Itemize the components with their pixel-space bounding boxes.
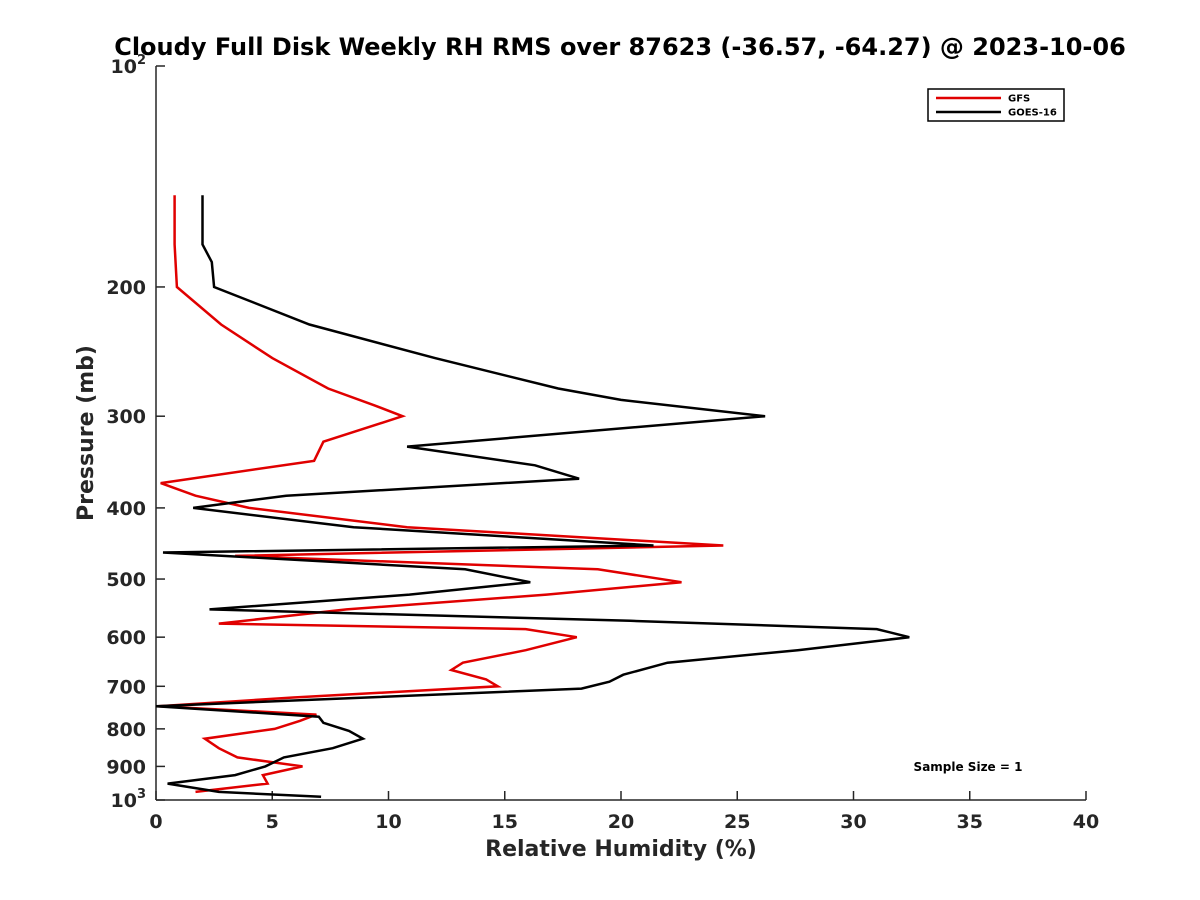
legend: GFS GOES-16	[927, 88, 1065, 122]
sample-size-annotation: Sample Size = 1	[914, 760, 1023, 774]
y-tick-label: 300	[106, 406, 146, 428]
y-axis-label: Pressure (mb)	[74, 345, 99, 521]
y-tick-label: 900	[106, 756, 146, 778]
x-tick-label: 20	[608, 811, 634, 833]
x-tick-label: 0	[149, 811, 162, 833]
y-tick-label: 400	[106, 498, 146, 520]
x-tick-label: 10	[375, 811, 401, 833]
legend-label-goes16: GOES-16	[1008, 108, 1057, 119]
x-tick-label: 15	[492, 811, 518, 833]
y-ticks: 102 200 300 400 500 600 700 800 900 103	[106, 53, 165, 812]
x-tick-label: 30	[840, 811, 866, 833]
legend-label-gfs: GFS	[1008, 94, 1030, 105]
y-tick-label: 500	[106, 569, 146, 591]
y-tick-label: 103	[111, 787, 147, 812]
x-tick-label: 40	[1073, 811, 1099, 833]
y-tick-label: 102	[111, 53, 147, 78]
y-tick-label: 800	[106, 719, 146, 741]
series-line-gfs	[158, 195, 724, 794]
x-ticks: 0 5 10 15 20 25 30 35 40	[149, 791, 1099, 833]
chart-title: Cloudy Full Disk Weekly RH RMS over 8762…	[114, 33, 1126, 61]
y-tick-label: 200	[106, 277, 146, 299]
legend-box	[927, 88, 1065, 122]
series-line-goes16	[155, 195, 910, 799]
x-axis-label: Relative Humidity (%)	[485, 837, 757, 862]
axes	[155, 66, 1086, 801]
x-tick-label: 35	[957, 811, 983, 833]
x-tick-label: 5	[266, 811, 279, 833]
series-group	[155, 195, 910, 799]
y-tick-label: 600	[106, 627, 146, 649]
x-tick-label: 25	[724, 811, 750, 833]
y-tick-label: 700	[106, 676, 146, 698]
